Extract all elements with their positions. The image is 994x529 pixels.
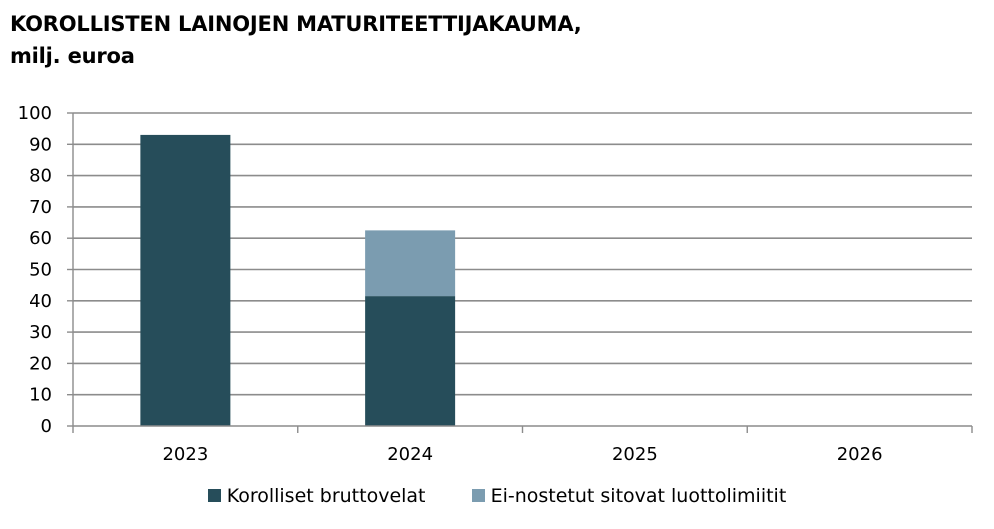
bar-ei-nostetut-2024 bbox=[365, 230, 456, 297]
bars bbox=[140, 134, 456, 426]
bar-chart: 0 10 20 30 40 50 60 70 80 90 100 2023 2024 2025 2026 bbox=[18, 103, 973, 465]
y-tick-label: 60 bbox=[29, 228, 52, 249]
y-tick-label: 20 bbox=[29, 353, 52, 374]
x-tick-label: 2023 bbox=[162, 444, 208, 465]
y-tick-label: 100 bbox=[18, 103, 52, 124]
x-tick-label: 2026 bbox=[837, 444, 883, 465]
legend: Korolliset bruttovelat Ei-nostetut sitov… bbox=[0, 485, 994, 507]
legend-swatch-ei-nostetut bbox=[471, 489, 485, 502]
bar-korolliset-2023 bbox=[140, 134, 231, 426]
chart-subtitle: milj. euroa bbox=[10, 44, 135, 68]
y-tick-label: 50 bbox=[29, 260, 52, 281]
legend-item-ei-nostetut: Ei-nostetut sitovat luottolimiitit bbox=[471, 485, 787, 507]
axes bbox=[67, 112, 973, 433]
bar-korolliset-2024 bbox=[365, 296, 456, 426]
legend-swatch-korolliset bbox=[207, 489, 221, 502]
y-tick-label: 10 bbox=[29, 385, 52, 406]
chart-title-line: KOROLLISTEN LAINOJEN MATURITEETTIJAKAUMA… bbox=[10, 12, 582, 36]
y-tick-label: 30 bbox=[29, 322, 52, 343]
x-tick-label: 2025 bbox=[612, 444, 658, 465]
chart-title: KOROLLISTEN LAINOJEN MATURITEETTIJAKAUMA… bbox=[10, 8, 582, 72]
legend-label-korolliset: Korolliset bruttovelat bbox=[226, 485, 426, 507]
legend-item-korolliset: Korolliset bruttovelat bbox=[207, 485, 426, 507]
y-tick-label: 80 bbox=[29, 166, 52, 187]
legend-label-ei-nostetut: Ei-nostetut sitovat luottolimiitit bbox=[490, 485, 787, 507]
x-tick-labels: 2023 2024 2025 2026 bbox=[162, 444, 882, 465]
y-tick-label: 0 bbox=[41, 416, 52, 437]
y-tick-label: 70 bbox=[29, 197, 52, 218]
x-tick-label: 2024 bbox=[387, 444, 433, 465]
y-tick-labels: 0 10 20 30 40 50 60 70 80 90 100 bbox=[18, 103, 52, 437]
y-tick-label: 90 bbox=[29, 134, 52, 155]
y-tick-label: 40 bbox=[29, 291, 52, 312]
